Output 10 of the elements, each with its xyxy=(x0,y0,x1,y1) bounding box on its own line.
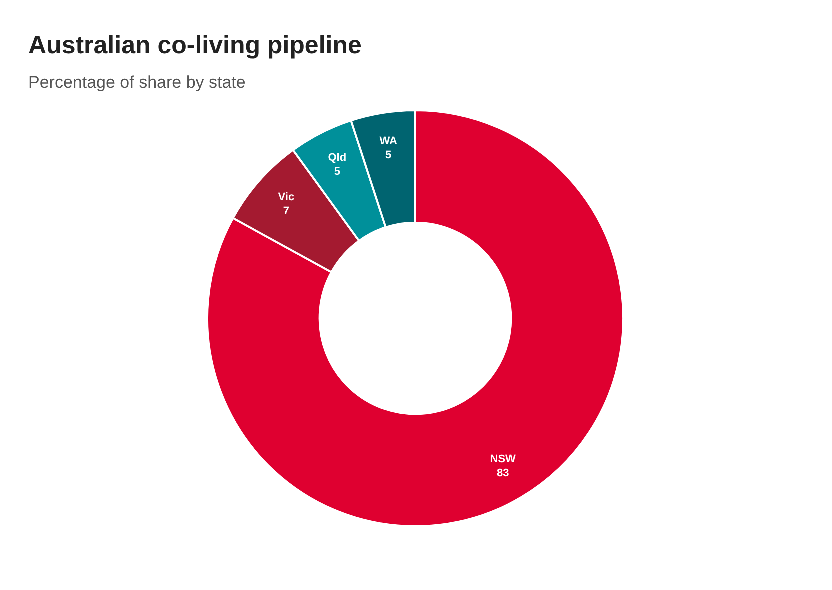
chart-subtitle: Percentage of share by state xyxy=(28,73,246,92)
slice-label: Vic xyxy=(278,192,295,204)
data-label: 83 xyxy=(496,468,510,480)
data-label: 5 xyxy=(386,150,392,162)
data-label: 5 xyxy=(334,166,340,178)
chart-title: Australian co-living pipeline xyxy=(28,32,362,60)
slice-label: Qld xyxy=(328,152,347,164)
data-label: 7 xyxy=(283,206,290,218)
slice-label: NSW xyxy=(490,454,517,466)
slice-label: WA xyxy=(380,136,398,148)
